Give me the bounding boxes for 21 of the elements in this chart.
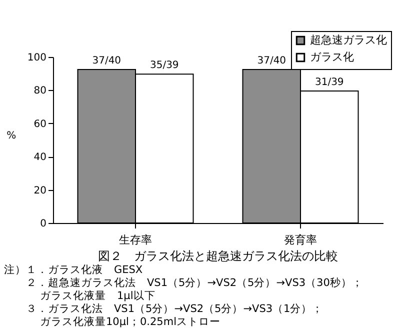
data-label: 37/40 (92, 55, 122, 66)
text: 注）１．ガラス化液 GESX (4, 264, 144, 277)
data-label: 37/40 (257, 55, 286, 66)
text: ２．超急速ガラス化法 VS1（5分）→VS2（5分）→VS3（30秒）； (25, 277, 364, 290)
data-label: 35/39 (150, 60, 179, 72)
y-tick-label: 100 (27, 52, 46, 64)
text: 図２ ガラス化法と超急速ガラス化法の比較 (98, 249, 338, 263)
y-tick-label: 0 (40, 218, 46, 230)
text: ３．ガラス化法 VS1（5分）→VS2（5分）→VS3（1分）； (25, 303, 324, 316)
x-tick-label: 生存率 (119, 234, 152, 246)
y-tick-label: 60 (34, 118, 46, 130)
y-axis-title: % (6, 130, 16, 142)
data-label: 31/39 (314, 77, 344, 88)
y-tick-label: 80 (34, 86, 46, 97)
text: ガラス化液量10μl；0.25mlストロー (39, 316, 222, 329)
text: ガラス化液量 1μl以下 (39, 290, 156, 303)
y-tick-label: 40 (34, 152, 46, 164)
legend-label: 超急速ガラス化 (310, 34, 387, 46)
x-tick-label: 発育率 (284, 234, 317, 246)
legend-label: ガラス化 (310, 50, 354, 64)
y-tick-label: 20 (34, 185, 46, 196)
